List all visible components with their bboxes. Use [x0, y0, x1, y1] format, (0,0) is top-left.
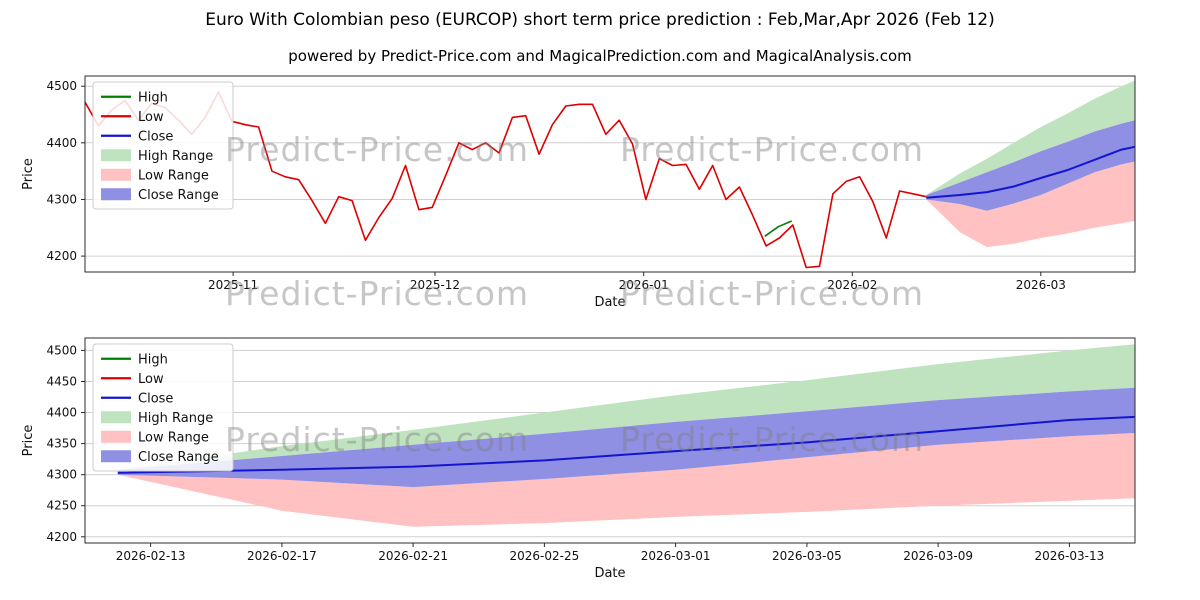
legend-label: Close Range: [138, 450, 219, 465]
x-axis: 2026-02-13 2026-02-17 2026-02-21 2026-02-25…: [116, 543, 1105, 563]
legend-label: Low Range: [138, 430, 209, 445]
x-tick-label: 2026-03-13: [1035, 549, 1105, 563]
plot-frame: [84, 337, 1136, 544]
legend-swatch-patch: [101, 168, 131, 181]
legend-label: Low: [138, 372, 164, 387]
y-tick-label: 4500: [46, 343, 77, 357]
y-tick-label: 4200: [46, 249, 77, 263]
legend-label: High Range: [138, 149, 213, 164]
page-title: Euro With Colombian peso (EURCOP) short …: [205, 10, 995, 30]
low-range-band: [926, 161, 1135, 248]
legend-label: Low: [138, 110, 164, 125]
y-axis-label: Price: [21, 425, 36, 457]
x-tick-label: 2026-02-25: [510, 549, 580, 563]
y-axis: 4200 4300 4400 4500: [46, 79, 85, 263]
x-tick-label: 2026-03: [1016, 278, 1066, 292]
legend-label: Close: [138, 391, 173, 406]
y-tick-label: 4300: [46, 468, 77, 482]
close-range-band: [117, 387, 1136, 488]
legend-label: High: [138, 90, 168, 105]
y-tick-label: 4450: [46, 375, 77, 389]
x-tick-label: 2026-03-01: [641, 549, 711, 563]
legend-label: Low Range: [138, 168, 209, 183]
high-range-band: [926, 80, 1135, 195]
x-tick-label: 2026-03-05: [772, 549, 842, 563]
legend: High Low Close High Range Low Range Close Ran…: [92, 343, 234, 472]
y-tick-label: 4250: [46, 499, 77, 513]
x-tick-label: 2025-12: [410, 278, 460, 292]
x-tick-label: 2026-03-09: [903, 549, 973, 563]
close-forecast-line: [117, 415, 1136, 474]
y-tick-label: 4300: [46, 193, 77, 207]
y-tick-label: 4400: [46, 406, 77, 420]
legend-label: Close Range: [138, 188, 219, 203]
x-tick-label: 2026-02-21: [378, 549, 448, 563]
x-tick-label: 2025-11: [208, 278, 258, 292]
high-range-band: [117, 344, 1136, 470]
close-range-band: [926, 120, 1135, 211]
x-axis-label: Date: [594, 295, 625, 310]
x-tick-label: 2026-01: [619, 278, 669, 292]
legend-swatch-patch: [101, 188, 131, 201]
y-tick-label: 4400: [46, 136, 77, 150]
y-tick-label: 4200: [46, 530, 77, 544]
legend-label: High: [138, 352, 168, 367]
y-axis-label: Price: [21, 158, 36, 190]
y-tick-label: 4500: [46, 79, 77, 93]
legend-swatch-patch: [101, 430, 131, 443]
x-tick-label: 2026-02: [827, 278, 877, 292]
x-axis-label: Date: [594, 566, 625, 581]
high-history-line: [764, 220, 793, 237]
x-tick-label: 2026-02-17: [247, 549, 317, 563]
y-axis: 4200 4250 4300 4350 4400 4450 4500: [46, 343, 85, 544]
gridlines: [85, 85, 1135, 257]
close-forecast-line: [926, 145, 1136, 199]
legend-swatch-patch: [101, 149, 131, 162]
low-range-band: [117, 433, 1136, 527]
legend: High Low Close High Range Low Range Close Ran…: [92, 81, 234, 210]
x-tick-label: 2026-02-13: [116, 549, 186, 563]
legend-label: High Range: [138, 411, 213, 426]
page-subtitle: powered by Predict-Price.com and Magical…: [288, 47, 912, 65]
x-axis: 2025-11 2025-12 2026-01 2026-02 2026-03: [208, 272, 1066, 292]
y-tick-label: 4350: [46, 437, 77, 451]
legend-swatch-patch: [101, 411, 131, 424]
legend-swatch-patch: [101, 450, 131, 463]
plot-frame: [84, 75, 1136, 273]
legend-label: Close: [138, 129, 173, 144]
